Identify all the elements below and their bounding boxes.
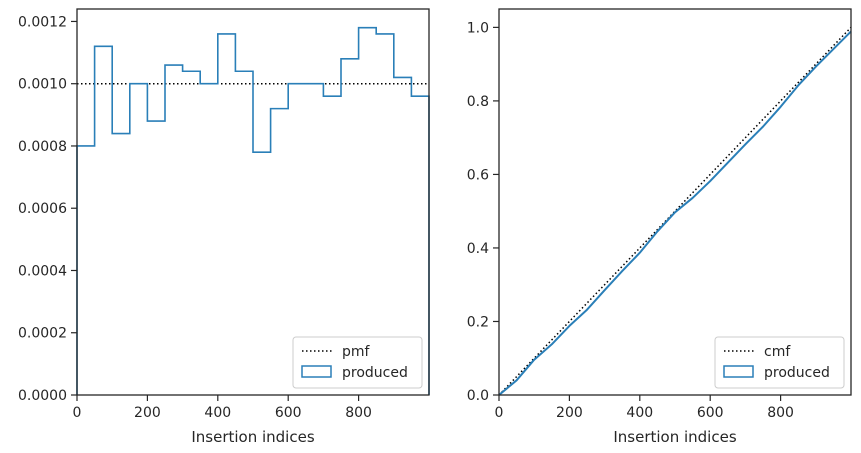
pmf-chart-xlabel: Insertion indices [191, 428, 314, 446]
cmf-chart-marks [498, 26, 852, 396]
pmf-xtick-label: 600 [275, 405, 302, 421]
produced-legend-label: produced [342, 365, 408, 381]
pmf-ytick-label: 0.0000 [18, 388, 67, 404]
cmf-xtick-label: 400 [626, 405, 653, 421]
pmf-xtick-label: 400 [204, 405, 231, 421]
pmf-chart-ticks: 0 200 400 600 800 0.0000 0.0002 0.0004 0.0006 0.0… [18, 14, 372, 421]
cmf-chart-ticks: 0 200 400 600 800 0.0 0.2 0.4 0.6 0.8 1.0 [467, 20, 794, 421]
pmf-chart-frame [76, 8, 430, 396]
pmf-xtick-label: 0 [73, 405, 82, 421]
cmf-chart-frame [498, 8, 852, 396]
cmf-ytick-label: 0.4 [467, 241, 489, 257]
pmf-ytick-label: 0.0010 [18, 77, 67, 93]
cmf-ytick-label: 0.0 [467, 388, 489, 404]
cmf-chart-legend: cmf produced [714, 336, 845, 389]
cmf-produced-legend-patch [723, 365, 754, 378]
cmf-xtick-label: 600 [697, 405, 724, 421]
cmf-xtick-label: 800 [767, 405, 794, 421]
cmf-cmf-series [498, 26, 852, 396]
produced-legend-patch [301, 365, 332, 378]
pmf-chart-marks [76, 26, 430, 395]
pmf-legend-label: pmf [342, 344, 371, 360]
cmf-ytick-label: 0.2 [467, 314, 489, 330]
pmf-ytick-label: 0.0012 [18, 14, 67, 30]
produced-pmf-series [76, 26, 430, 395]
cmf-xtick-label: 200 [556, 405, 583, 421]
pmf-chart-legend: pmf produced [292, 336, 423, 389]
pmf-ytick-label: 0.0002 [18, 326, 67, 342]
cmf-chart-xlabel: Insertion indices [613, 428, 736, 446]
pmf-xtick-label: 200 [134, 405, 161, 421]
cmf-chart: 0 200 400 600 800 0.0 0.2 0.4 0.6 0.8 1.0 Insertio… [467, 8, 852, 446]
pmf-ytick-label: 0.0006 [18, 201, 67, 217]
pmf-chart: 0 200 400 600 800 0.0000 0.0002 0.0004 0.0006 0.0… [18, 8, 430, 446]
cmf-legend-box [714, 336, 845, 389]
pmf-xtick-label: 800 [345, 405, 372, 421]
cmf-ytick-label: 0.8 [467, 94, 489, 110]
pmf-legend-box [292, 336, 423, 389]
cmf-produced-legend-label: produced [764, 365, 830, 381]
cmf-legend-label: cmf [764, 344, 791, 360]
produced-cmf-series [498, 30, 852, 396]
pmf-ytick-label: 0.0004 [18, 263, 67, 279]
cmf-ytick-label: 0.6 [467, 167, 489, 183]
cmf-ytick-label: 1.0 [467, 20, 489, 36]
pmf-ytick-label: 0.0008 [18, 139, 67, 155]
cmf-xtick-label: 0 [495, 405, 504, 421]
